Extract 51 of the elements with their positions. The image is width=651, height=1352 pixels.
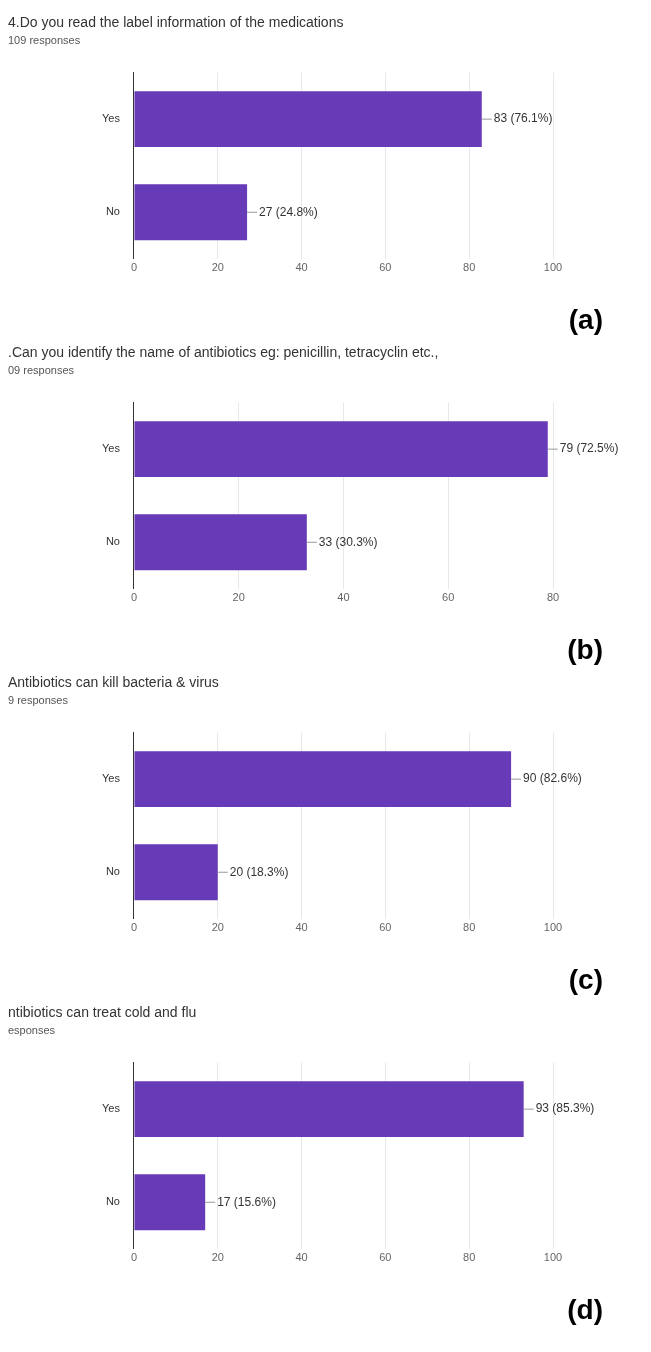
x-tick-label: 80	[463, 921, 476, 934]
chart-title: 4.Do you read the label information of the medications	[8, 13, 345, 30]
x-tick-label: 40	[295, 921, 308, 934]
x-tick-label: 0	[130, 1251, 138, 1264]
x-tick-label: 80	[463, 261, 476, 274]
text: 9 responses	[8, 694, 69, 706]
text: (a)	[568, 304, 603, 336]
x-tick-label: 40	[295, 1251, 308, 1264]
y-tick-label: Yes	[101, 442, 121, 455]
x-tick-label: 40	[337, 591, 350, 604]
data-label: 20 (18.3%)	[229, 864, 289, 879]
text: 09 responses	[8, 364, 76, 376]
x-tick-label: 60	[442, 591, 455, 604]
y-tick-label: Yes	[101, 1102, 121, 1115]
data-label: 90 (82.6%)	[523, 771, 582, 786]
chart-title: Antibiotics can kill bacteria & virus	[8, 673, 220, 690]
x-tick-label: 80	[463, 1251, 476, 1264]
chart-title: ntibiotics can treat cold and flu	[8, 1003, 198, 1020]
x-tick-label: 40	[295, 261, 308, 274]
x-tick-label: 60	[379, 1251, 392, 1264]
x-tick-label: 0	[130, 921, 138, 934]
x-tick-label: 20	[211, 261, 224, 274]
data-label: 17 (15.6%)	[217, 1194, 276, 1209]
x-tick-label: 0	[130, 591, 138, 604]
text: esponses	[8, 1024, 57, 1036]
data-label: 93 (85.3%)	[535, 1101, 595, 1116]
y-tick-label: No	[105, 1195, 120, 1208]
x-tick-label: 100	[543, 261, 563, 274]
y-tick-label: No	[105, 205, 120, 218]
x-tick-label: 20	[232, 591, 245, 604]
data-label: 83 (76.1%)	[493, 111, 553, 126]
data-label: 33 (30.3%)	[318, 534, 378, 549]
x-tick-label: 80	[546, 591, 560, 604]
text: 109 responses	[8, 34, 82, 46]
data-label: 79 (72.5%)	[559, 441, 619, 456]
y-tick-label: Yes	[101, 112, 121, 125]
x-tick-label: 100	[543, 1251, 563, 1264]
chart-title: .Can you identify the name of antibiotics eg: penicillin, tetracyclin etc.,	[8, 343, 440, 360]
x-tick-label: 60	[379, 921, 392, 934]
text: (b)	[567, 634, 603, 666]
text: (d)	[567, 1294, 603, 1326]
y-tick-label: Yes	[101, 772, 121, 785]
y-tick-label: No	[105, 535, 120, 548]
x-tick-label: 20	[211, 921, 224, 934]
data-label: 27 (24.8%)	[259, 204, 318, 219]
text: (c)	[568, 964, 603, 996]
x-tick-label: 0	[130, 261, 138, 274]
x-tick-label: 20	[211, 1251, 224, 1264]
x-tick-label: 100	[543, 921, 563, 934]
y-tick-label: No	[105, 865, 120, 878]
x-tick-label: 60	[379, 261, 392, 274]
